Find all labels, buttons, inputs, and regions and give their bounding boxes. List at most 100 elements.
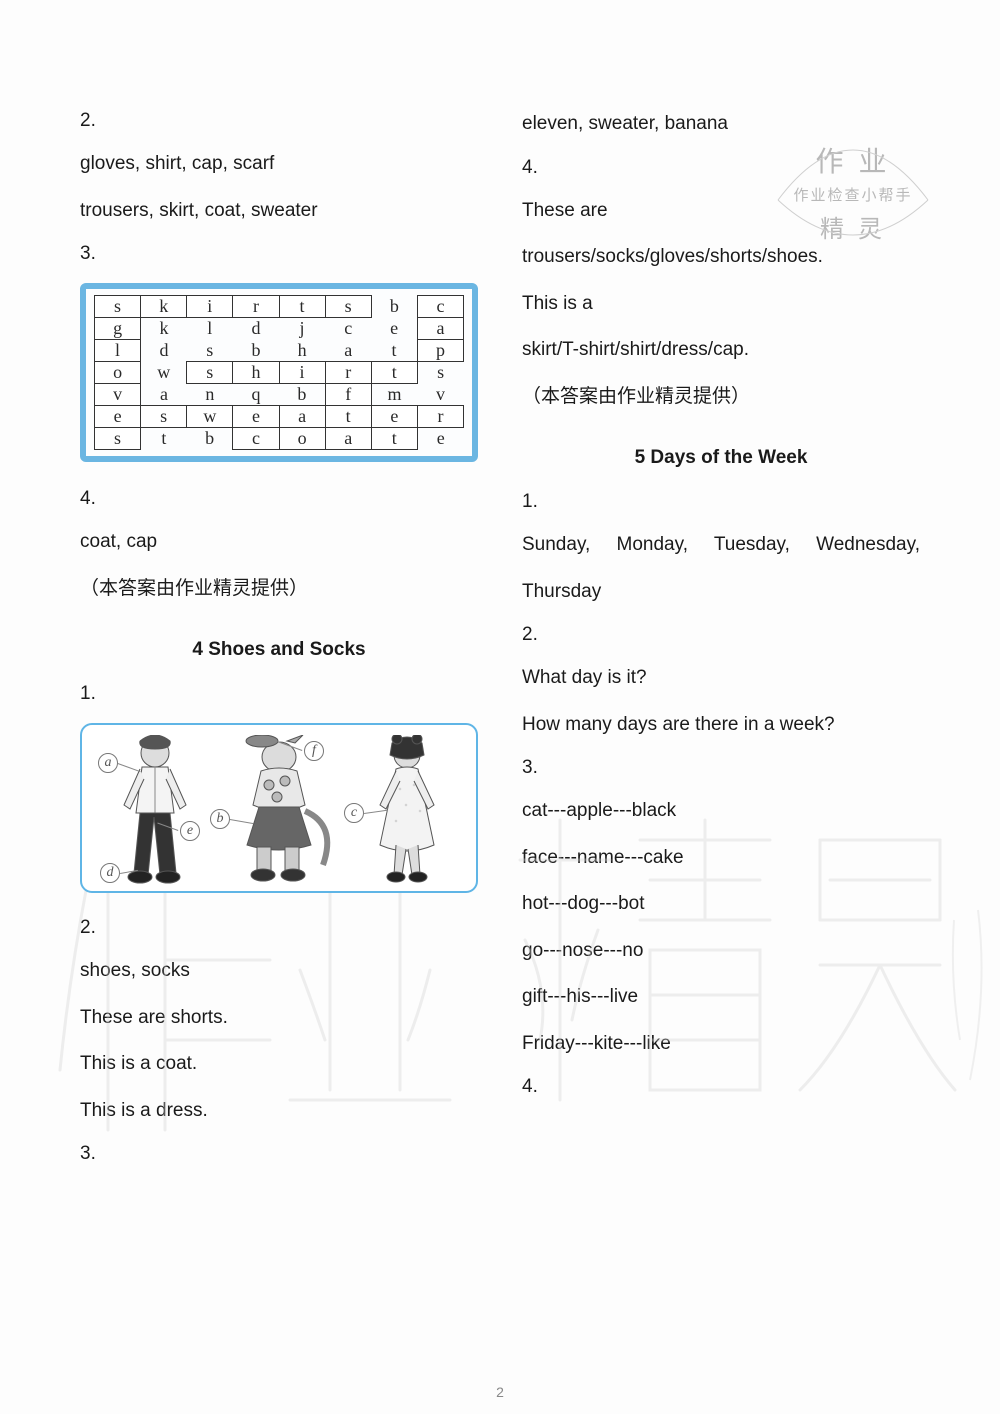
l-s4-q2-l3: This is a coat. [80, 1050, 478, 1079]
ws-cell: r [325, 362, 371, 384]
ws-cell: o [279, 428, 325, 450]
ws-cell: w [141, 362, 187, 384]
ws-cell: g [95, 318, 141, 340]
clothing-figure: a b c d e f [80, 723, 478, 893]
r-q4-num: 4. [522, 157, 920, 179]
fig-tag-a: a [98, 753, 118, 773]
ws-cell: l [187, 318, 233, 340]
l-s4-q3-num: 3. [80, 1143, 478, 1165]
r-q4-l4: skirt/T-shirt/shirt/dress/cap. [522, 336, 920, 365]
r-s5-q4-num: 4. [522, 1076, 920, 1098]
ws-cell: a [279, 406, 325, 428]
ws-cell: s [187, 340, 233, 362]
l-q4-num: 4. [80, 488, 478, 510]
ws-cell: r [417, 406, 463, 428]
ws-cell: b [371, 296, 417, 318]
ws-cell: t [371, 428, 417, 450]
ws-cell: w [187, 406, 233, 428]
l-s4-q2-l4: This is a dress. [80, 1097, 478, 1126]
ws-cell: n [187, 384, 233, 406]
left-column: 2. gloves, shirt, cap, scarf trousers, s… [80, 110, 478, 1364]
r-q4-l3: This is a [522, 290, 920, 319]
ws-cell: b [233, 340, 279, 362]
ws-cell: d [233, 318, 279, 340]
ws-cell: e [233, 406, 279, 428]
ws-cell: h [233, 362, 279, 384]
ws-cell: r [233, 296, 279, 318]
ws-cell: m [371, 384, 417, 406]
ws-cell: i [279, 362, 325, 384]
ws-cell: e [371, 318, 417, 340]
ws-cell: v [417, 384, 463, 406]
l-q4-l1: coat, cap [80, 528, 478, 557]
r-s5-q3-l4: go---nose---no [522, 937, 920, 966]
ws-cell: p [417, 340, 463, 362]
l-q2-l1: gloves, shirt, cap, scarf [80, 150, 478, 179]
ws-cell: s [325, 296, 371, 318]
r-q4-l1: These are [522, 197, 920, 226]
ws-cell: c [325, 318, 371, 340]
r-s5-q3-num: 3. [522, 757, 920, 779]
right-column: eleven, sweater, banana 4. These are tro… [522, 110, 920, 1364]
ws-cell: a [417, 318, 463, 340]
heading-unit-5: 5 Days of the Week [522, 447, 920, 469]
ws-cell: e [95, 406, 141, 428]
ws-cell: a [141, 384, 187, 406]
ws-cell: c [417, 296, 463, 318]
ws-cell: s [95, 428, 141, 450]
word-search-grid: skirtsbcgkldjcealdsbhatpowshirtsvanqbfmv… [80, 283, 478, 462]
l-s4-q2-l1: shoes, socks [80, 957, 478, 986]
r-s5-q3-l1: cat---apple---black [522, 797, 920, 826]
ws-cell: t [371, 340, 417, 362]
fig-tag-b: b [210, 809, 230, 829]
l-q2-l2: trousers, skirt, coat, sweater [80, 197, 478, 226]
r-s5-q2-l2: How many days are there in a week? [522, 711, 920, 740]
ws-cell: l [95, 340, 141, 362]
r-s5-q3-l2: face---name---cake [522, 844, 920, 873]
r-q4-l2: trousers/socks/gloves/shorts/shoes. [522, 243, 920, 272]
ws-cell: t [325, 406, 371, 428]
r-top-l1: eleven, sweater, banana [522, 110, 920, 139]
ws-cell: a [325, 340, 371, 362]
ws-cell: e [417, 428, 463, 450]
r-s5-q2-num: 2. [522, 624, 920, 646]
ws-cell: c [233, 428, 279, 450]
fig-tag-e: e [180, 821, 200, 841]
ws-cell: b [279, 384, 325, 406]
l-s4-q2-num: 2. [80, 917, 478, 939]
ws-cell: s [417, 362, 463, 384]
ws-cell: o [95, 362, 141, 384]
ws-cell: i [187, 296, 233, 318]
page-number: 2 [0, 1384, 1000, 1400]
l-s4-q2-l2: These are shorts. [80, 1004, 478, 1033]
fig-tag-f: f [304, 741, 324, 761]
ws-cell: t [141, 428, 187, 450]
r-s5-q1-num: 1. [522, 491, 920, 513]
r-s5-q3-l3: hot---dog---bot [522, 890, 920, 919]
ws-cell: k [141, 318, 187, 340]
fig-tag-c: c [344, 803, 364, 823]
ws-cell: b [187, 428, 233, 450]
ws-cell: t [279, 296, 325, 318]
ws-cell: v [95, 384, 141, 406]
ws-cell: e [371, 406, 417, 428]
r-s5-q2-l1: What day is it? [522, 664, 920, 693]
ws-cell: f [325, 384, 371, 406]
r-s5-q1-l1: Sunday, Monday, Tuesday, Wednesday, [522, 531, 920, 560]
l-q3-num: 3. [80, 243, 478, 265]
ws-cell: j [279, 318, 325, 340]
r-s5-q1-l2: Thursday [522, 578, 920, 607]
l-s4-q1-num: 1. [80, 683, 478, 705]
r-s5-q3-l6: Friday---kite---like [522, 1030, 920, 1059]
heading-unit-4: 4 Shoes and Socks [80, 639, 478, 661]
ws-cell: q [233, 384, 279, 406]
r-credit: （本答案由作业精灵提供） [522, 383, 920, 412]
ws-cell: a [325, 428, 371, 450]
ws-cell: s [187, 362, 233, 384]
l-credit: （本答案由作业精灵提供） [80, 575, 478, 604]
ws-cell: s [95, 296, 141, 318]
fig-tag-d: d [100, 863, 120, 883]
l-q2-num: 2. [80, 110, 478, 132]
ws-cell: s [141, 406, 187, 428]
ws-cell: t [371, 362, 417, 384]
